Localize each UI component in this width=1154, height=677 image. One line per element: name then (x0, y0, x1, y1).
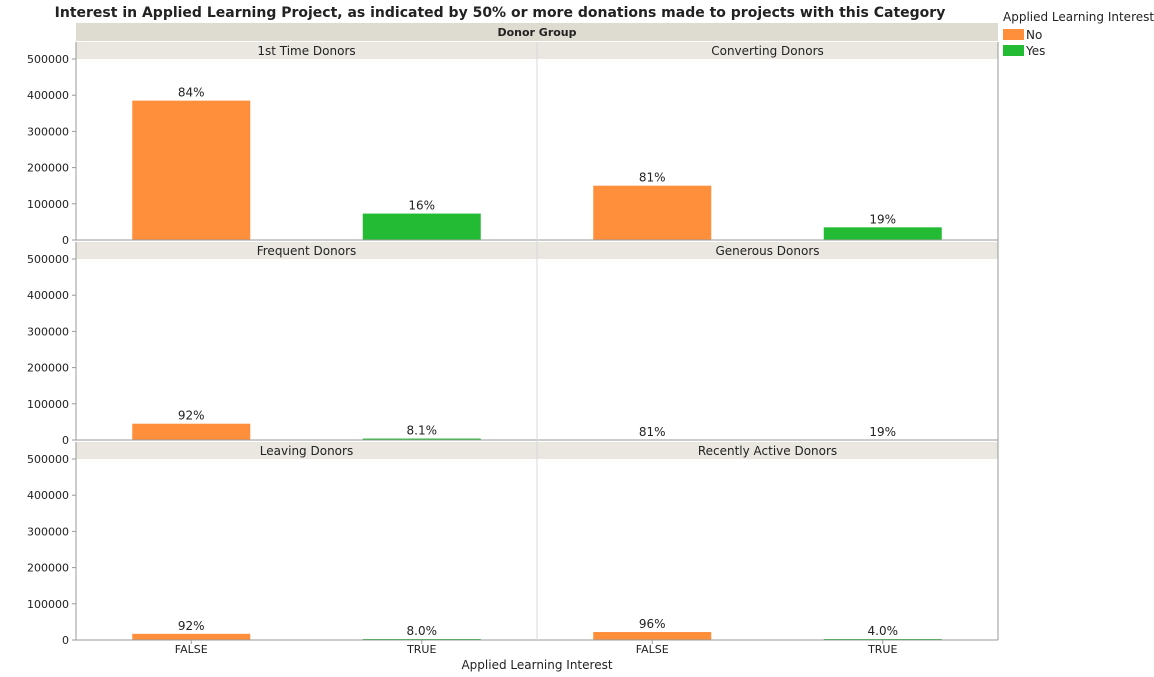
y-tick-label: 300000 (27, 125, 69, 138)
facet-title-generous-donors: Generous Donors (715, 244, 819, 258)
y-tick-label: 0 (62, 434, 69, 447)
bar (132, 100, 251, 240)
data-label: 4.0% (868, 624, 899, 638)
legend-swatch-yes (1003, 45, 1024, 56)
facet-strip (537, 442, 998, 459)
bar (593, 185, 712, 240)
data-label: 96% (639, 617, 666, 631)
y-tick-label: 400000 (27, 289, 69, 302)
data-label: 84% (178, 86, 205, 100)
y-tick-label: 100000 (27, 398, 69, 411)
x-tick-label: FALSE (175, 643, 208, 656)
bar (823, 227, 942, 240)
data-label: 8.1% (407, 424, 438, 438)
legend-label-yes: Yes (1025, 44, 1045, 58)
facet-title-leaving-donors: Leaving Donors (260, 444, 353, 458)
bar (362, 438, 481, 440)
data-label: 92% (178, 409, 205, 423)
x-tick-label: FALSE (636, 643, 669, 656)
x-tick-label: TRUE (867, 643, 897, 656)
y-tick-label: 200000 (27, 362, 69, 375)
y-tick-label: 300000 (27, 325, 69, 338)
facet-header: Donor Group (497, 26, 576, 39)
data-label: 8.0% (407, 624, 438, 638)
facet-strip (76, 442, 537, 459)
data-label: 81% (639, 425, 666, 439)
x-axis-label: Applied Learning Interest (461, 658, 612, 672)
bar (362, 213, 481, 240)
y-tick-label: 100000 (27, 198, 69, 211)
y-tick-label: 300000 (27, 525, 69, 538)
facet-strip (537, 242, 998, 259)
y-tick-label: 400000 (27, 489, 69, 502)
data-label: 19% (869, 425, 896, 439)
facet-title-frequent-donors: Frequent Donors (257, 244, 357, 258)
data-label: 16% (408, 199, 435, 213)
x-tick-label: TRUE (406, 643, 436, 656)
data-label: 19% (869, 212, 896, 226)
facet-strip (537, 42, 998, 59)
facet-header-bar (76, 23, 998, 41)
y-tick-label: 0 (62, 634, 69, 647)
legend: Applied Learning Interest No Yes (1003, 10, 1154, 58)
y-tick-label: 500000 (27, 253, 69, 266)
chart-title: Interest in Applied Learning Project, as… (55, 5, 946, 21)
facet-panels: 1st Time Donors 84% 16% Converting Donors 81… (27, 42, 999, 656)
facet-title-recently-active-donors: Recently Active Donors (698, 444, 837, 458)
data-label: 81% (639, 171, 666, 185)
facet-strip (76, 242, 537, 259)
legend-title: Applied Learning Interest (1003, 10, 1154, 24)
y-tick-label: 500000 (27, 53, 69, 66)
legend-label-no: No (1026, 28, 1042, 42)
y-tick-label: 100000 (27, 598, 69, 611)
bar (132, 633, 251, 640)
y-tick-label: 0 (62, 234, 69, 247)
y-tick-label: 500000 (27, 453, 69, 466)
legend-swatch-no (1003, 29, 1024, 40)
y-tick-label: 200000 (27, 562, 69, 575)
bar (132, 423, 251, 440)
facet-title-converting-donors: Converting Donors (711, 44, 824, 58)
facet-title-1st-time-donors: 1st Time Donors (257, 44, 355, 58)
data-label: 92% (178, 619, 205, 633)
facet-strip (76, 42, 537, 59)
y-tick-label: 200000 (27, 162, 69, 175)
bar (593, 632, 712, 640)
y-tick-label: 400000 (27, 89, 69, 102)
